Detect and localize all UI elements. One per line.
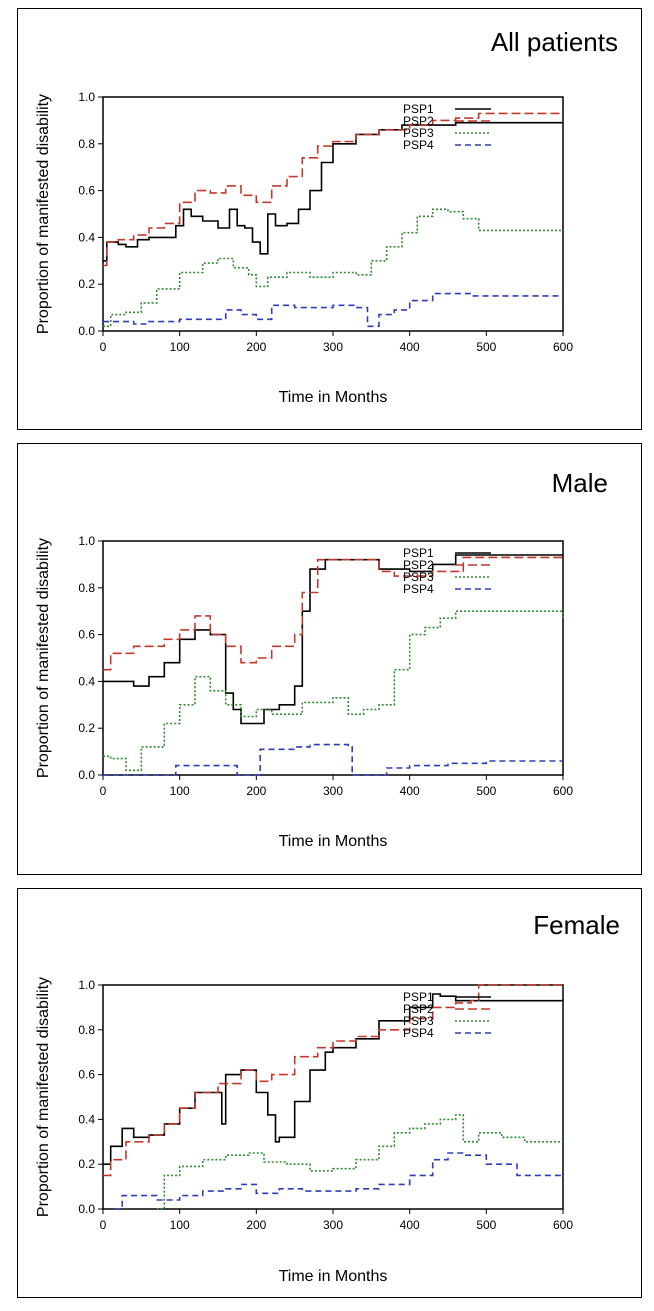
legend-label-psp2: PSP2 (403, 1002, 434, 1016)
y-axis-label: Proportion of manifested disability (35, 538, 52, 778)
x-tick-label: 600 (553, 784, 573, 798)
x-tick-label: 400 (400, 1218, 420, 1232)
x-axis-label: Time in Months (279, 389, 388, 406)
y-tick-label: 0.0 (78, 768, 95, 782)
x-tick-label: 500 (476, 784, 496, 798)
chart-svg-female: Female 0 100 200 300 400 500 600 0.0 0.2 0.4 0.6 0.8… (35, 910, 620, 1285)
x-tick-label: 0 (100, 784, 107, 798)
x-tick-label: 300 (323, 1218, 343, 1232)
y-axis-label: Proportion of manifested disability (35, 94, 52, 334)
series-line-psp4 (103, 292, 563, 328)
legend-label-psp4: PSP4 (403, 582, 434, 596)
y-tick-label: 1.0 (78, 534, 95, 548)
y-tick-label: 0.6 (78, 1068, 95, 1082)
y-tick-label: 0.2 (78, 277, 95, 291)
y-tick-label: 0.0 (78, 1202, 95, 1216)
y-tick-label: 0.2 (78, 721, 95, 735)
x-tick-label: 400 (400, 784, 420, 798)
x-tick-label: 0 (100, 1218, 107, 1232)
y-tick-label: 0.6 (78, 628, 95, 642)
legend-label-psp1: PSP1 (403, 546, 434, 560)
x-tick-label: 600 (553, 1218, 573, 1232)
plot-frame-male (102, 540, 564, 776)
series-line-psp3 (103, 610, 564, 772)
x-tick-label: 300 (323, 784, 343, 798)
y-tick-label: 0.8 (78, 137, 95, 151)
legend-label-psp2: PSP2 (403, 114, 434, 128)
chart-svg-all: All patients 0 100 200 300 400 500 600 0.0 0.2 0.4… (35, 27, 618, 406)
series-line-psp2 (103, 556, 563, 671)
chart-title-female: Female (533, 910, 620, 940)
series-line-psp3 (103, 208, 563, 328)
x-tick-label: 100 (170, 784, 190, 798)
y-tick-label: 0.4 (78, 674, 95, 688)
series-line-psp3 (156, 1114, 563, 1210)
legend-label-psp3: PSP3 (403, 1014, 434, 1028)
x-tick-label: 100 (170, 340, 190, 354)
y-tick-label: 1.0 (78, 90, 95, 104)
chart-panel-male: Male 0 100 200 300 400 500 600 0.0 0.2 0.4 0.6 0.8 1.… (17, 443, 642, 875)
legend-label-psp4: PSP4 (403, 138, 434, 152)
x-tick-label: 200 (246, 1218, 266, 1232)
x-tick-label: 500 (476, 340, 496, 354)
x-tick-label: 500 (476, 1218, 496, 1232)
chart-svg-male: Male 0 100 200 300 400 500 600 0.0 0.2 0.4 0.6 0.8 1.… (35, 468, 608, 850)
legend-label-psp1: PSP1 (403, 102, 434, 116)
chart-title-male: Male (552, 468, 608, 498)
series-line-psp1 (103, 993, 563, 1165)
chart-panel-female: Female 0 100 200 300 400 500 600 0.0 0.2 0.4 0.6 0.8… (17, 888, 642, 1298)
x-axis-label: Time in Months (279, 833, 388, 850)
legend-label-psp4: PSP4 (403, 1026, 434, 1040)
x-tick-label: 200 (246, 340, 266, 354)
y-tick-label: 0.4 (78, 230, 95, 244)
x-axis-label: Time in Months (279, 1268, 388, 1285)
series-line-psp4 (103, 743, 563, 776)
y-tick-label: 0.2 (78, 1157, 95, 1171)
y-tick-label: 0.4 (78, 1112, 95, 1126)
y-axis-label: Proportion of manifested disability (35, 977, 52, 1217)
y-tick-label: 0.8 (78, 581, 95, 595)
chart-panel-all: All patients 0 100 200 300 400 500 600 0.0 0.2 0.4… (17, 8, 642, 430)
series-line-psp2 (103, 984, 563, 1177)
y-tick-label: 0.8 (78, 1023, 95, 1037)
x-tick-label: 400 (400, 340, 420, 354)
chart-title-all: All patients (491, 27, 618, 57)
x-tick-label: 600 (553, 340, 573, 354)
legend-label-psp3: PSP3 (403, 570, 434, 584)
x-tick-label: 0 (100, 340, 107, 354)
legend-label-psp3: PSP3 (403, 126, 434, 140)
legend-label-psp2: PSP2 (403, 558, 434, 572)
y-tick-label: 0.0 (78, 324, 95, 338)
series-line-psp2 (103, 112, 563, 267)
x-tick-label: 200 (246, 784, 266, 798)
series-line-psp1 (103, 121, 563, 262)
series-line-psp1 (103, 554, 563, 725)
y-tick-label: 0.6 (78, 184, 95, 198)
series-line-psp4 (114, 1152, 563, 1210)
x-tick-label: 100 (170, 1218, 190, 1232)
y-tick-label: 1.0 (78, 978, 95, 992)
x-tick-label: 300 (323, 340, 343, 354)
legend-label-psp1: PSP1 (403, 990, 434, 1004)
